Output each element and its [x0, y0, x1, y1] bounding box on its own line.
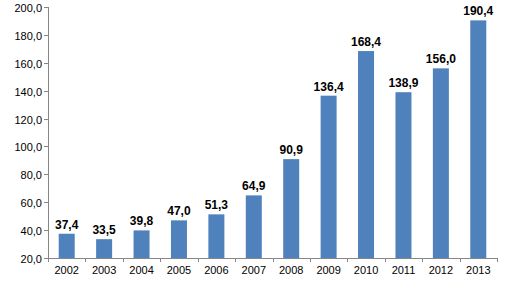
- data-label: 168,4: [351, 35, 381, 49]
- data-label: 190,4: [463, 4, 493, 18]
- x-tick-label: 2012: [429, 264, 453, 276]
- y-tick: [44, 7, 48, 8]
- x-tick-label: 2010: [354, 264, 378, 276]
- x-tick: [198, 258, 199, 262]
- data-label: 51,3: [205, 198, 229, 212]
- x-tick: [85, 258, 86, 262]
- x-tick-label: 2005: [167, 264, 191, 276]
- y-tick: [44, 202, 48, 203]
- y-tick-label: 60,0: [21, 197, 42, 209]
- x-tick-label: 2004: [129, 264, 153, 276]
- y-tick-label: 100,0: [14, 141, 42, 153]
- bar: [96, 239, 112, 258]
- chart-root: 20,0 40,0 60,0 80,0 100,0 120,0 140,0 160,0 180,…: [0, 0, 505, 289]
- x-tick: [123, 258, 124, 262]
- x-tick-label: 2006: [204, 264, 228, 276]
- bar: [171, 220, 187, 258]
- data-label: 90,9: [280, 143, 304, 157]
- x-tick-label: 2013: [466, 264, 490, 276]
- x-tick-label: 2003: [92, 264, 116, 276]
- x-tick-label: 2008: [279, 264, 303, 276]
- x-tick-label: 2009: [316, 264, 340, 276]
- x-tick: [460, 258, 461, 262]
- bar: [358, 51, 374, 258]
- y-tick: [44, 119, 48, 120]
- y-tick-label: 200,0: [14, 2, 42, 14]
- bars: [59, 20, 487, 258]
- y-tick-label: 180,0: [14, 30, 42, 42]
- y-tick-label: 80,0: [21, 169, 42, 181]
- y-tick-label: 160,0: [14, 58, 42, 70]
- x-tick: [347, 258, 348, 262]
- x-tick-label: 2007: [242, 264, 266, 276]
- data-label: 136,4: [314, 80, 344, 94]
- data-label: 156,0: [426, 52, 456, 66]
- y-tick-label: 120,0: [14, 114, 42, 126]
- x-tick-label: 2011: [392, 264, 416, 276]
- data-label: 37,4: [55, 218, 79, 232]
- x-axis: [48, 258, 497, 259]
- y-tick: [44, 258, 48, 259]
- bar: [470, 20, 486, 258]
- data-label: 33,5: [92, 223, 116, 237]
- y-tick: [44, 146, 48, 147]
- x-tick: [310, 258, 311, 262]
- bar: [395, 92, 411, 258]
- chart: 20,0 40,0 60,0 80,0 100,0 120,0 140,0 160,0 180,…: [0, 0, 505, 289]
- x-tick: [422, 258, 423, 262]
- x-tick-label: 2002: [54, 264, 78, 276]
- bar: [134, 230, 150, 258]
- y-tick: [44, 63, 48, 64]
- x-tick: [48, 258, 49, 262]
- bar: [208, 214, 224, 258]
- y-tick: [44, 91, 48, 92]
- bar: [321, 96, 337, 258]
- data-label: 47,0: [167, 204, 191, 218]
- data-label: 138,9: [388, 76, 418, 90]
- y-tick-label: 20,0: [21, 253, 42, 265]
- x-tick: [273, 258, 274, 262]
- bar: [246, 195, 262, 258]
- y-tick: [44, 230, 48, 231]
- bar: [283, 159, 299, 258]
- x-tick: [497, 258, 498, 262]
- x-tick: [385, 258, 386, 262]
- data-label: 64,9: [242, 179, 266, 193]
- y-tick: [44, 35, 48, 36]
- y-tick-label: 140,0: [14, 86, 42, 98]
- x-tick: [160, 258, 161, 262]
- y-axis: [48, 7, 49, 258]
- x-tick: [235, 258, 236, 262]
- data-label: 39,8: [130, 214, 154, 228]
- y-tick-label: 40,0: [21, 225, 42, 237]
- bar: [433, 68, 449, 258]
- bar: [59, 234, 75, 258]
- y-tick: [44, 174, 48, 175]
